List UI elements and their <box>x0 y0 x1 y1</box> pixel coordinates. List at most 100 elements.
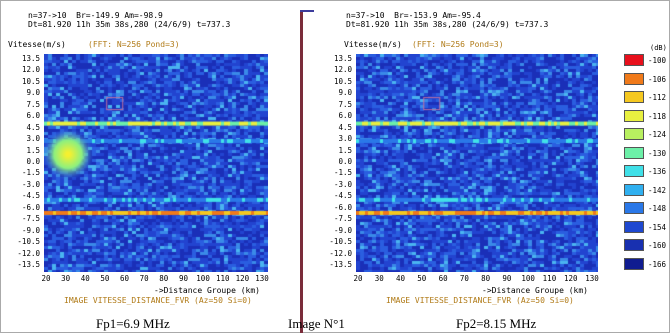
y-tick-label: -3.0 <box>21 179 40 189</box>
x-tick-label: 80 <box>159 274 169 283</box>
y-tick-label: 10.5 <box>21 76 40 86</box>
legend-level-label: -106 <box>648 74 667 84</box>
right-footer: IMAGE VITESSE_DISTANCE_FVR (Az=50 Si=0) <box>386 296 574 305</box>
x-tick-label: 100 <box>521 274 535 283</box>
legend-level-label: -100 <box>648 56 667 65</box>
x-tick-label: 30 <box>374 274 384 283</box>
x-tick-label: 70 <box>459 274 469 283</box>
y-tick-label: -4.5 <box>333 191 352 201</box>
left-footer: IMAGE VITESSE_DISTANCE_FVR (Az=50 Si=0) <box>64 296 252 305</box>
right-x-axis-title: ->Distance Groupe (km) <box>482 286 588 295</box>
legend-swatch <box>624 72 644 85</box>
x-tick-label: 130 <box>255 274 269 283</box>
legend-swatch <box>624 54 644 66</box>
right-header-line1: n=37->10 Br=-153.9 Am=-95.4 <box>346 11 481 20</box>
y-tick-label: -9.0 <box>21 225 40 235</box>
panel-divider <box>300 10 303 333</box>
left-header-line1: n=37->10 Br=-149.9 Am=-98.9 <box>28 11 163 20</box>
x-tick-label: 110 <box>542 274 557 283</box>
y-tick-label: 9.0 <box>338 88 352 98</box>
y-tick-label: -7.5 <box>333 214 352 224</box>
y-tick-label: -13.5 <box>17 260 40 269</box>
legend-swatch <box>624 202 644 214</box>
x-tick-label: 40 <box>80 274 90 283</box>
y-tick-label: 10.5 <box>333 76 352 86</box>
y-tick-label: 3.0 <box>26 134 40 144</box>
legend-level-label: -112 <box>648 93 667 102</box>
legend-swatch <box>624 220 644 233</box>
legend-level-label: -124 <box>648 130 667 139</box>
legend-swatch <box>624 257 644 270</box>
y-tick-label: 0.0 <box>338 157 352 166</box>
x-tick-label: 20 <box>353 274 363 283</box>
right-plot-area <box>356 54 598 272</box>
legend-level-label: -148 <box>648 204 667 213</box>
db-color-legend: (dB) -100 -106 -112 -118 -124 -130 -136 -142 -14… <box>624 44 668 276</box>
x-tick-label: 50 <box>417 274 427 283</box>
y-tick-label: 7.5 <box>338 99 352 109</box>
legend-swatch <box>624 91 644 103</box>
legend-level-label: -130 <box>648 148 667 158</box>
y-tick-label: -10.5 <box>17 237 40 247</box>
y-tick-label: -10.5 <box>329 237 352 247</box>
x-tick-label: 130 <box>585 274 599 283</box>
y-tick-label: -9.0 <box>333 225 352 235</box>
y-tick-label: 0.0 <box>26 157 40 166</box>
legend-level-label: -166 <box>648 259 667 269</box>
caption-right: Fp2=8.15 MHz <box>456 316 537 331</box>
legend-swatch <box>624 128 644 140</box>
right-y-axis-title: Vitesse(m/s) <box>344 40 402 49</box>
y-tick-label: 9.0 <box>26 88 40 98</box>
left-spectrogram-panel: n=37->10 Br=-149.9 Am=-98.9 Dt=81.920 11… <box>4 4 290 309</box>
y-tick-label: 6.0 <box>26 111 40 121</box>
right-header-line2: Dt=81.920 11h 35m 38s,280 (24/6/9) t=737… <box>346 20 549 29</box>
y-tick-label: 1.5 <box>26 145 40 155</box>
right-spectrogram-canvas <box>356 54 598 272</box>
right-fft-label: (FFT: N=256 Pond=3) <box>412 40 504 49</box>
y-tick-label: 12.0 <box>21 65 40 75</box>
left-header-line2: Dt=81.920 11h 35m 38s,280 (24/6/9) t=737… <box>28 20 231 29</box>
y-tick-label: 1.5 <box>338 145 352 155</box>
left-plot-area <box>44 54 268 272</box>
y-tick-label: -4.5 <box>21 191 40 201</box>
x-tick-label: 70 <box>139 274 149 283</box>
x-tick-label: 100 <box>196 274 210 283</box>
x-tick-label: 60 <box>438 274 448 283</box>
legend-level-label: -160 <box>648 241 667 250</box>
right-spectrogram-panel: n=37->10 Br=-153.9 Am=-95.4 Dt=81.920 11… <box>322 4 622 309</box>
x-tick-label: 90 <box>502 274 512 283</box>
x-tick-label: 110 <box>215 274 230 283</box>
divider-tick <box>300 10 314 12</box>
y-tick-label: 4.5 <box>338 122 352 132</box>
y-tick-label: -6.0 <box>333 202 352 212</box>
x-tick-label: 30 <box>61 274 71 283</box>
y-tick-label: -1.5 <box>21 168 40 178</box>
x-tick-label: 90 <box>178 274 188 283</box>
y-tick-label: 13.5 <box>333 54 352 63</box>
y-tick-label: 12.0 <box>333 65 352 75</box>
legend-swatch <box>624 239 644 251</box>
legend-level-label: -136 <box>648 167 667 176</box>
y-tick-label: 3.0 <box>338 134 352 144</box>
y-tick-label: -6.0 <box>21 202 40 212</box>
left-spectrogram-canvas <box>44 54 268 272</box>
y-tick-label: -12.0 <box>329 248 352 258</box>
x-tick-label: 20 <box>41 274 51 283</box>
legend-swatch <box>624 109 644 122</box>
y-tick-label: 13.5 <box>21 54 40 63</box>
y-tick-label: 4.5 <box>26 122 40 132</box>
legend-swatch <box>624 165 644 177</box>
left-fft-label: (FFT: N=256 Pond=3) <box>88 40 180 49</box>
caption-center: Image N°1 <box>288 316 345 331</box>
x-tick-label: 60 <box>120 274 130 283</box>
x-tick-label: 120 <box>235 274 250 283</box>
legend-unit: (dB) <box>650 44 667 52</box>
x-tick-label: 50 <box>100 274 110 283</box>
y-tick-label: -12.0 <box>17 248 40 258</box>
y-tick-label: -3.0 <box>333 179 352 189</box>
y-tick-label: -1.5 <box>333 168 352 178</box>
legend-level-label: -118 <box>648 111 667 121</box>
caption-left: Fp1=6.9 MHz <box>96 316 170 331</box>
x-tick-label: 40 <box>396 274 406 283</box>
y-tick-label: -7.5 <box>21 214 40 224</box>
